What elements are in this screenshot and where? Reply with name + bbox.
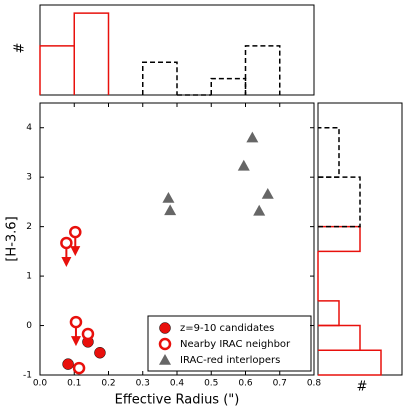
x-tick-label: 0.3: [136, 379, 150, 389]
x-tick-label: 0.6: [238, 379, 253, 389]
point: [261, 187, 274, 199]
point: [94, 346, 106, 359]
point: [246, 131, 259, 143]
hist-bar: [39, 45, 75, 95]
point: [162, 191, 175, 203]
hist-bar: [210, 77, 247, 95]
y-tick-label: 2: [26, 222, 32, 232]
x-tick-label: 0.2: [101, 379, 115, 389]
x-tick-label: 0.5: [204, 379, 218, 389]
top-hist-frame: [39, 4, 315, 96]
point: [237, 159, 250, 171]
x-tick-label: 0.0: [33, 379, 48, 389]
point: [72, 361, 86, 375]
legend-marker: [159, 354, 171, 365]
x-tick-label: 0.7: [273, 379, 287, 389]
hist-bar: [73, 12, 110, 95]
hist-bar: [318, 324, 361, 352]
upper-limit-head: [70, 336, 81, 347]
point: [62, 358, 74, 370]
y-axis-label: [H-3.6]: [5, 216, 20, 261]
legend-label: z=9-10 candidates: [180, 323, 274, 334]
upper-limit-head: [70, 246, 81, 257]
legend-marker: [159, 322, 171, 334]
hist-bar: [244, 45, 281, 95]
hist-bar: [318, 126, 340, 178]
y-tick-label: 4: [26, 123, 32, 133]
hist-bar: [318, 349, 382, 376]
point: [253, 204, 266, 216]
hist-bar: [142, 61, 178, 95]
point: [60, 236, 73, 250]
x-axis-label: Effective Radius ("): [115, 393, 240, 408]
point: [81, 327, 95, 341]
y-tick-label: -1: [23, 371, 32, 381]
y-tick-label: 3: [26, 173, 32, 183]
y-tick-label: 0: [26, 321, 32, 331]
legend-marker: [158, 337, 172, 351]
right-hist-x-label: #: [357, 380, 368, 395]
point: [69, 315, 83, 329]
x-tick-label: 0.8: [307, 379, 322, 389]
legend-label: Nearby IRAC neighbor: [180, 339, 291, 350]
legend-label: IRAC-red interlopers: [180, 355, 280, 366]
upper-limit-head: [61, 256, 72, 267]
x-tick-label: 0.1: [67, 379, 81, 389]
point: [164, 204, 177, 216]
hist-bar: [318, 300, 340, 327]
hist-bar: [318, 176, 361, 228]
x-tick-label: 0.4: [170, 379, 185, 389]
top-hist-y-label: #: [13, 43, 28, 54]
y-tick-label: 1: [26, 272, 32, 282]
legend: [147, 315, 312, 372]
hist-bar: [318, 225, 361, 253]
point: [69, 225, 82, 239]
